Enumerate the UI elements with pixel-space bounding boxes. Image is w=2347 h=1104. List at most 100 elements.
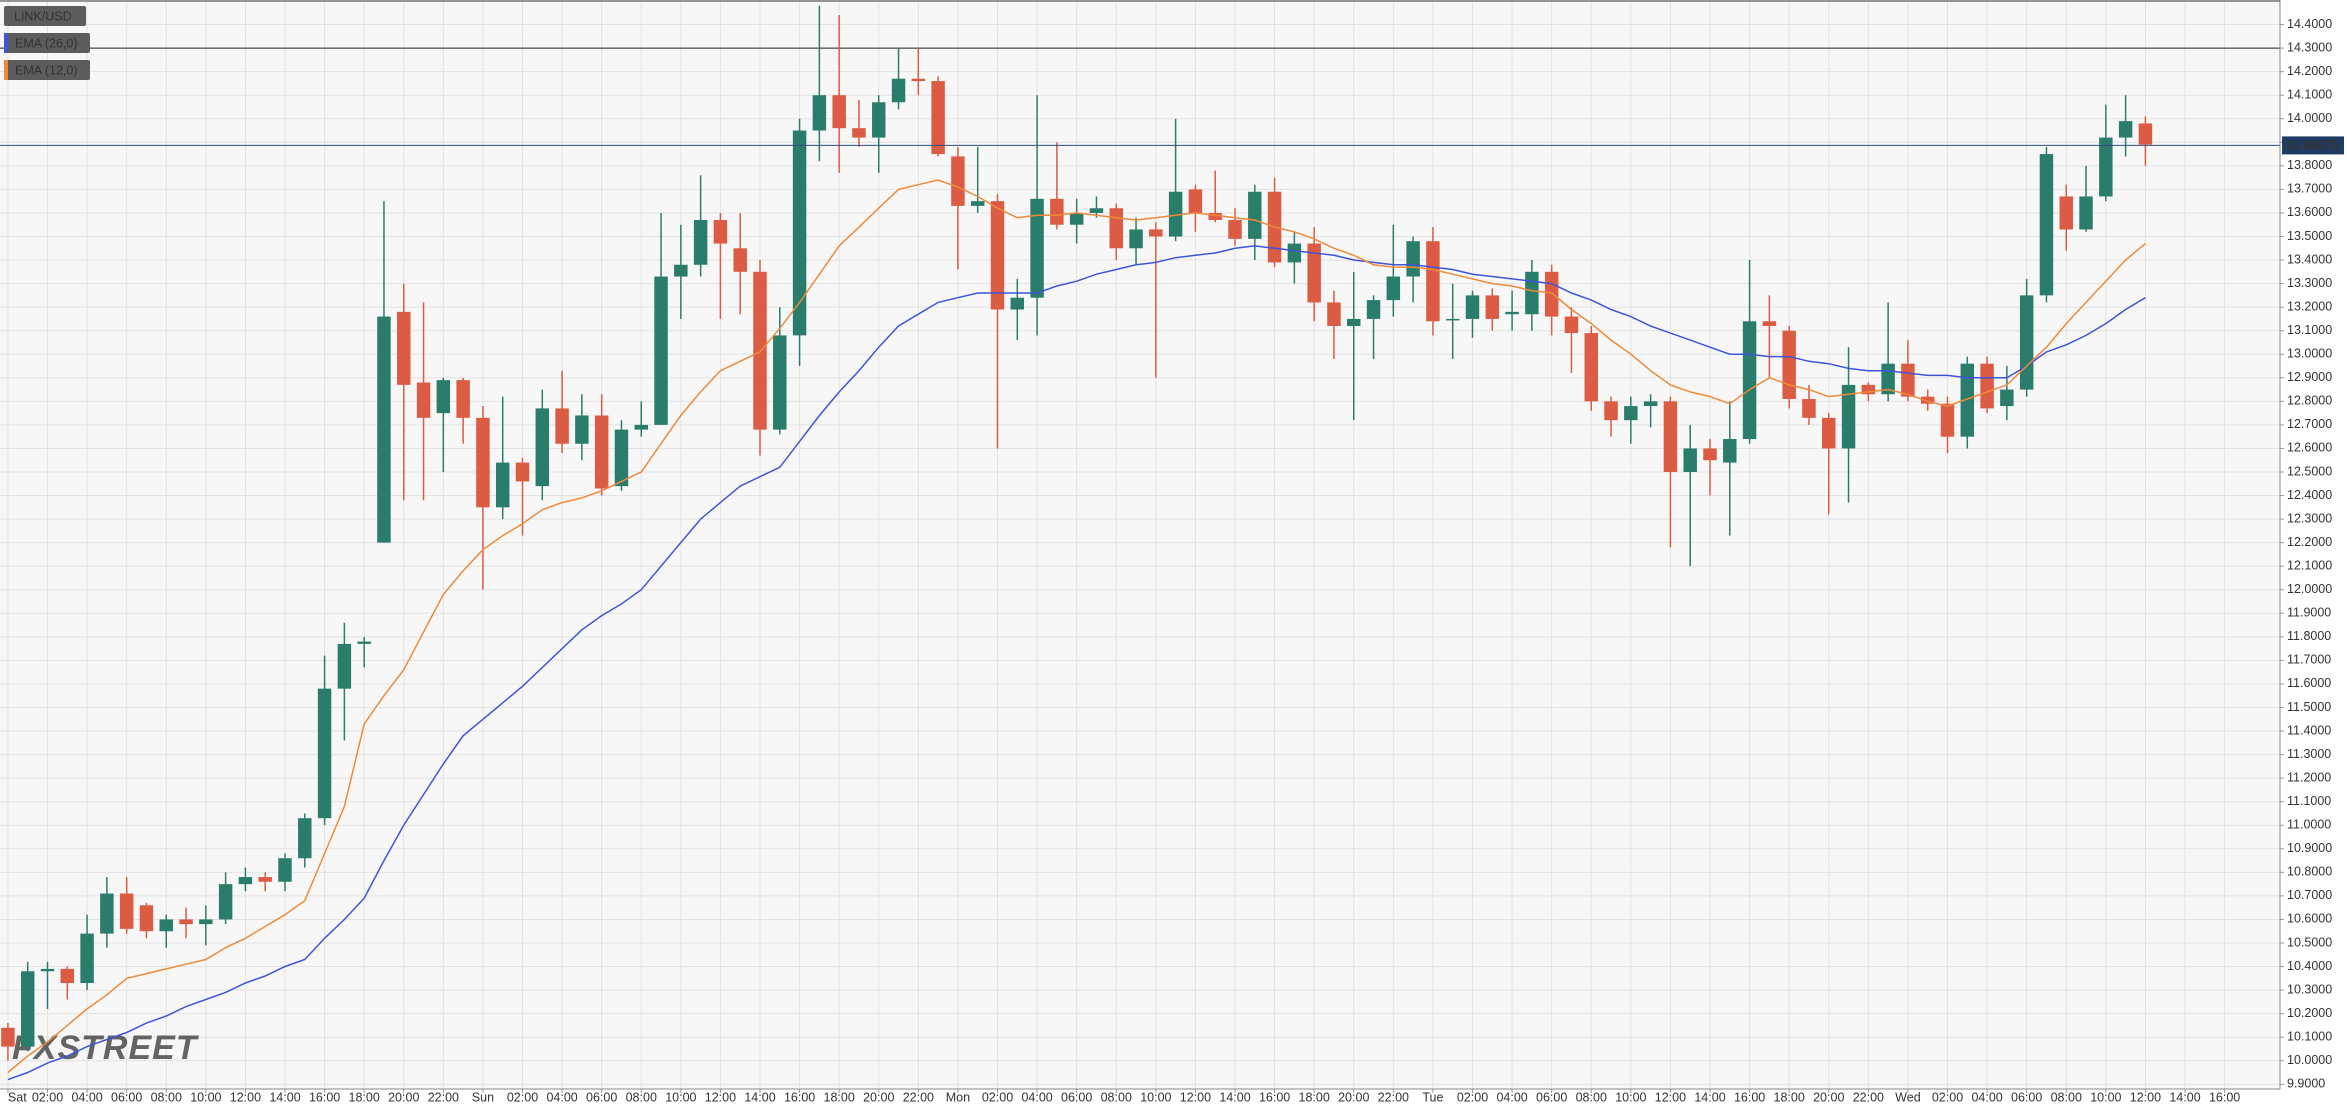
x-tick-label: 04:00 xyxy=(1496,1090,1527,1104)
candle-body xyxy=(495,462,510,508)
x-tick-label: 08:00 xyxy=(1576,1090,1607,1104)
x-tick-label: 14:00 xyxy=(2169,1090,2200,1104)
candle-body xyxy=(357,641,371,644)
candle-body xyxy=(1604,401,1618,421)
candle-body xyxy=(278,858,292,882)
candle-body xyxy=(119,893,134,929)
candle-body xyxy=(1069,212,1084,225)
candle-body xyxy=(1703,448,1717,461)
y-tick-label: 13.3000 xyxy=(2287,276,2332,290)
candle-body xyxy=(990,201,1005,310)
y-tick-label: 10.0000 xyxy=(2287,1053,2332,1067)
x-tick-label: Sun xyxy=(472,1090,494,1104)
candle-body xyxy=(1544,271,1559,317)
y-tick-label: 14.4000 xyxy=(2287,17,2332,31)
legend-label: EMA (26,0) xyxy=(15,36,78,50)
candle-body xyxy=(2118,121,2133,138)
candle-body xyxy=(436,380,451,414)
y-tick-label: 11.1000 xyxy=(2287,794,2331,808)
y-tick-label: 10.4000 xyxy=(2287,959,2332,973)
candle-body xyxy=(1980,363,1994,409)
x-tick-label: 18:00 xyxy=(824,1090,855,1104)
y-tick-label: 13.1000 xyxy=(2287,323,2332,337)
y-tick-label: 12.7000 xyxy=(2287,417,2332,431)
x-tick-label: Mon xyxy=(946,1090,970,1104)
x-tick-label: 22:00 xyxy=(903,1090,934,1104)
candle-body xyxy=(456,380,470,418)
candle-body xyxy=(575,415,589,444)
candle-body xyxy=(1188,189,1203,213)
x-tick-label: 16:00 xyxy=(784,1090,815,1104)
candle-body xyxy=(1426,241,1440,322)
x-tick-label: 08:00 xyxy=(151,1090,182,1104)
y-tick-label: 10.6000 xyxy=(2287,912,2332,926)
candle-body xyxy=(1742,321,1757,440)
candle-body xyxy=(1050,198,1064,225)
y-tick-label: 12.5000 xyxy=(2287,464,2332,478)
x-tick-label: 12:00 xyxy=(1180,1090,1211,1104)
candle-body xyxy=(1010,297,1025,310)
x-tick-label: 20:00 xyxy=(388,1090,419,1104)
candle-body xyxy=(1723,439,1737,463)
candle-body xyxy=(1643,401,1658,407)
candle-body xyxy=(2138,123,2153,145)
x-tick-label: 14:00 xyxy=(1694,1090,1725,1104)
candle-body xyxy=(1386,276,1401,301)
candle-body xyxy=(1485,295,1500,319)
x-tick-label: 18:00 xyxy=(349,1090,380,1104)
x-tick-label: 10:00 xyxy=(665,1090,696,1104)
candle-body xyxy=(674,264,688,277)
y-tick-label: 12.3000 xyxy=(2287,511,2332,525)
x-tick-label: 14:00 xyxy=(744,1090,775,1104)
x-tick-label: 18:00 xyxy=(1774,1090,1805,1104)
ema-line xyxy=(7,245,2146,1081)
x-tick-label: 06:00 xyxy=(1061,1090,1092,1104)
candle-body xyxy=(1406,241,1420,277)
candle-body xyxy=(1683,448,1697,472)
candle-body xyxy=(1861,384,1876,395)
y-tick-label: 13.4000 xyxy=(2287,252,2332,266)
x-tick-label: 14:00 xyxy=(1219,1090,1250,1104)
y-tick-label: 12.1000 xyxy=(2287,558,2332,572)
y-tick-label: 12.8000 xyxy=(2287,394,2332,408)
x-tick-label: 22:00 xyxy=(1378,1090,1409,1104)
candle-body xyxy=(476,417,490,508)
legend-box xyxy=(4,60,90,80)
candle-body xyxy=(812,95,827,131)
x-tick-label: 04:00 xyxy=(1021,1090,1052,1104)
candle-body xyxy=(1841,384,1856,449)
candle-body xyxy=(931,81,945,155)
candle-body xyxy=(20,971,35,1047)
last-price-box xyxy=(2282,136,2344,155)
y-tick-label: 13.7000 xyxy=(2287,182,2332,196)
candle-body xyxy=(1347,318,1361,326)
y-tick-label: 13.5000 xyxy=(2287,229,2332,243)
candle-body xyxy=(1940,403,1955,437)
candle-body xyxy=(218,884,233,920)
candle-body xyxy=(891,78,906,103)
candle-body xyxy=(1802,398,1816,418)
candle-body xyxy=(1168,191,1183,237)
grid xyxy=(0,1,2280,1089)
x-tick-label: 06:00 xyxy=(111,1090,142,1104)
candle-body xyxy=(80,933,94,984)
y-tick-label: 13.8000 xyxy=(2287,158,2332,172)
x-tick-label: 06:00 xyxy=(2011,1090,2042,1104)
candle-body xyxy=(1327,302,1341,326)
candle-body xyxy=(179,919,193,925)
candle-body xyxy=(139,905,154,932)
candle-body xyxy=(1782,330,1796,399)
x-tick-label: 10:00 xyxy=(2090,1090,2121,1104)
candle-body xyxy=(1129,229,1143,249)
candle-body xyxy=(1248,191,1262,239)
candle-body xyxy=(1228,220,1242,239)
x-tick-label: 02:00 xyxy=(507,1090,538,1104)
x-tick-label: 08:00 xyxy=(626,1090,657,1104)
x-tick-label: 02:00 xyxy=(1457,1090,1488,1104)
candle-body xyxy=(1149,229,1163,237)
x-tick-label: 22:00 xyxy=(1853,1090,1884,1104)
y-tick-label: 10.8000 xyxy=(2287,865,2332,879)
y-tick-label: 10.5000 xyxy=(2287,935,2332,949)
x-tick-label: 16:00 xyxy=(1259,1090,1290,1104)
